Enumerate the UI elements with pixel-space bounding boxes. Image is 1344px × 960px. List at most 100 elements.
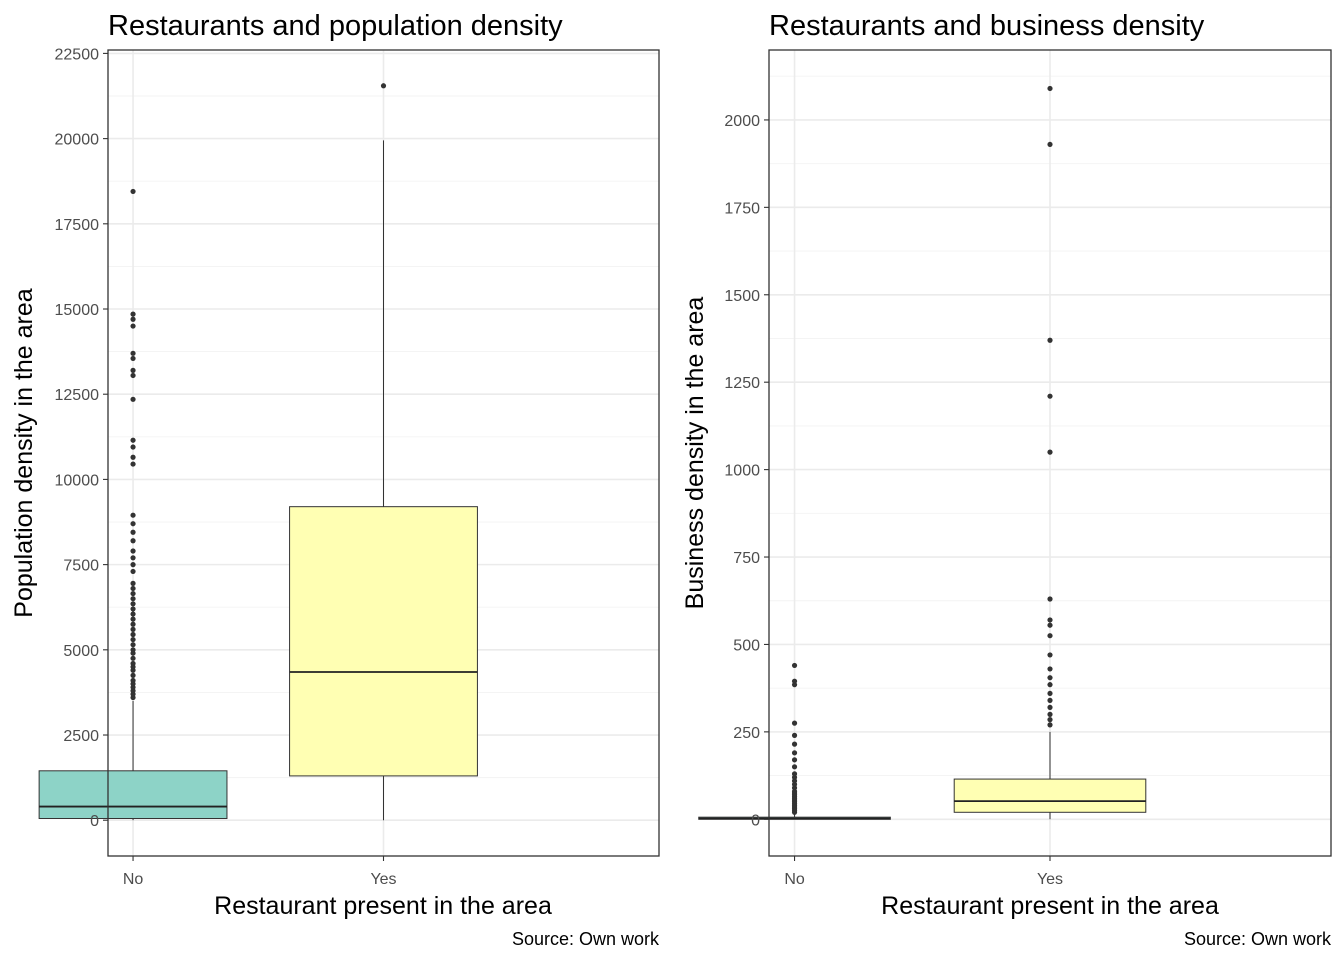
outlier-point xyxy=(130,461,136,467)
outlier-point xyxy=(791,678,798,684)
outlier-point xyxy=(130,350,136,356)
outlier-point xyxy=(130,672,136,678)
box xyxy=(38,770,228,820)
x-tick-label: No xyxy=(784,871,805,888)
x-axis-ticks: No Yes xyxy=(784,856,1063,888)
y-tick-label: 22500 xyxy=(55,46,100,63)
outlier-point xyxy=(130,596,136,602)
outlier-point xyxy=(1047,666,1053,672)
y-tick-label: 7500 xyxy=(63,558,99,575)
y-axis-title: Business density in the area xyxy=(681,297,709,610)
outlier-point xyxy=(1047,141,1053,148)
x-axis-ticks: No Yes xyxy=(123,856,397,888)
y-tick-label: 12500 xyxy=(55,387,100,404)
outlier-point xyxy=(791,720,798,726)
outlier-point xyxy=(1047,711,1053,717)
outlier-point xyxy=(791,750,798,756)
y-tick-label: 1250 xyxy=(724,375,760,392)
outlier-point xyxy=(1047,617,1053,623)
outlier-point xyxy=(1047,675,1053,681)
outlier-point xyxy=(130,444,136,450)
outlier-point xyxy=(130,372,136,379)
caption: Source: Own work xyxy=(512,929,660,949)
y-axis-ticks: 0 250 500 750 1000 1250 1500 1750 2000 xyxy=(724,113,769,829)
outlier-point xyxy=(1047,622,1053,628)
chart-title: Restaurants and business density xyxy=(769,10,1205,42)
x-tick-label: Yes xyxy=(370,871,396,888)
outlier-point xyxy=(130,437,136,443)
outlier-point xyxy=(130,631,136,638)
outlier-point xyxy=(130,660,136,667)
boxplot-yes xyxy=(953,85,1147,820)
outlier-point xyxy=(130,367,136,373)
y-tick-label: 500 xyxy=(733,637,760,654)
outlier-point xyxy=(791,771,798,777)
y-axis-ticks: 0 2500 5000 7500 10000 12500 15000 17500 20000 22… xyxy=(55,46,108,830)
outlier-point xyxy=(791,757,798,763)
y-tick-label: 15000 xyxy=(55,302,100,319)
y-tick-label: 1500 xyxy=(724,288,760,305)
y-tick-label: 250 xyxy=(733,725,760,742)
outlier-point xyxy=(1047,704,1053,710)
chart-title: Restaurants and population density xyxy=(108,10,563,42)
outlier-point xyxy=(130,611,136,617)
outlier-point xyxy=(130,316,136,322)
y-tick-label: 750 xyxy=(733,550,760,567)
outlier-point xyxy=(130,606,136,612)
outlier-point xyxy=(130,311,136,317)
outlier-point xyxy=(130,626,136,632)
y-tick-label: 1000 xyxy=(724,463,760,480)
y-tick-label: 2500 xyxy=(63,728,99,745)
business-density-plot: Restaurants and business density 0 250 500… xyxy=(681,10,1332,949)
outlier-point xyxy=(1047,652,1053,658)
outlier-point xyxy=(1047,596,1053,602)
outlier-point xyxy=(1047,697,1053,703)
outlier-point xyxy=(791,764,798,770)
y-tick-label: 5000 xyxy=(63,643,99,660)
box xyxy=(289,506,478,777)
boxplot-no xyxy=(698,662,891,820)
y-tick-label: 17500 xyxy=(55,217,100,234)
y-tick-label: 10000 xyxy=(55,472,100,489)
outlier-point xyxy=(130,538,136,544)
outlier-point xyxy=(130,642,136,648)
outlier-point xyxy=(130,568,136,575)
y-tick-label: 20000 xyxy=(55,132,100,149)
boxplots xyxy=(38,83,478,821)
outlier-point xyxy=(130,655,136,661)
outlier-point xyxy=(130,323,136,329)
outlier-point xyxy=(130,454,136,460)
outlier-point xyxy=(1047,337,1053,343)
outlier-point xyxy=(1047,633,1053,639)
outlier-point xyxy=(130,521,136,527)
x-tick-label: No xyxy=(123,871,144,888)
outlier-point xyxy=(130,355,136,362)
box xyxy=(953,778,1147,813)
outlier-point xyxy=(1047,682,1053,688)
y-axis-title: Population density in the area xyxy=(10,288,38,617)
outlier-point xyxy=(1047,717,1053,723)
outlier-point xyxy=(130,555,136,561)
outlier-point xyxy=(130,636,136,643)
outlier-point xyxy=(1047,449,1053,455)
outlier-point xyxy=(130,512,136,518)
population-density-plot: Restaurants and population density 0 2500… xyxy=(10,10,660,949)
outlier-point xyxy=(130,562,136,568)
boxplots xyxy=(698,85,1147,820)
outlier-point xyxy=(130,548,136,554)
outlier-point xyxy=(1047,393,1053,399)
outlier-point xyxy=(130,590,136,597)
y-tick-label: 0 xyxy=(90,813,99,830)
outlier-point xyxy=(380,83,387,89)
outlier-point xyxy=(791,741,798,747)
y-tick-label: 2000 xyxy=(724,113,760,130)
outlier-point xyxy=(1047,85,1053,92)
boxplot-yes xyxy=(289,83,478,821)
outlier-point xyxy=(130,529,136,535)
boxplot-no xyxy=(38,188,228,821)
outlier-point xyxy=(130,677,136,684)
outlier-point xyxy=(130,647,136,653)
outlier-point xyxy=(130,585,136,592)
outlier-point xyxy=(791,662,798,669)
